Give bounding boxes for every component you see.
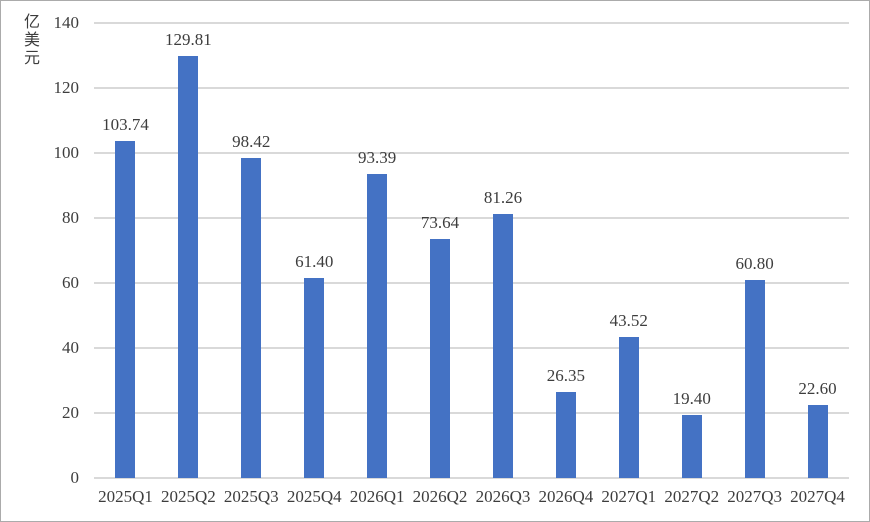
gridline-80 — [94, 217, 849, 219]
x-tick-2027Q2: 2027Q2 — [664, 487, 720, 506]
bar-2026Q2 — [430, 238, 451, 478]
x-tick-2026Q4: 2026Q4 — [538, 487, 594, 506]
y-axis-title: 亿美元 — [23, 14, 40, 67]
value-label-2025Q4: 61.40 — [295, 252, 334, 272]
y-tick-140: 140 — [53, 13, 80, 32]
bar-2026Q3 — [492, 213, 513, 478]
bar-2027Q4 — [807, 404, 828, 478]
gridline-120 — [94, 87, 849, 89]
bar-2026Q4 — [555, 392, 576, 478]
bar-2027Q2 — [681, 414, 702, 478]
y-tick-60: 60 — [62, 273, 79, 292]
y-tick-20: 20 — [62, 403, 79, 422]
x-tick-2026Q1: 2026Q1 — [349, 487, 405, 506]
value-label-2027Q2: 19.40 — [672, 388, 711, 408]
value-label-2027Q1: 43.52 — [609, 310, 648, 330]
x-tick-2027Q1: 2027Q1 — [601, 487, 657, 506]
value-label-2025Q2: 129.81 — [164, 30, 212, 50]
x-tick-2026Q3: 2026Q3 — [475, 487, 531, 506]
value-label-2026Q4: 26.35 — [546, 366, 585, 386]
value-label-2027Q4: 22.60 — [798, 378, 837, 398]
gridline-140 — [94, 22, 849, 24]
bar-2027Q3 — [744, 280, 765, 478]
x-tick-2025Q4: 2025Q4 — [286, 487, 342, 506]
y-tick-100: 100 — [53, 143, 80, 162]
gridline-0 — [94, 477, 849, 479]
value-label-2026Q2: 73.64 — [420, 212, 460, 232]
y-tick-0: 0 — [70, 468, 80, 487]
gridline-20 — [94, 412, 849, 414]
bar-2025Q2 — [178, 56, 199, 478]
value-label-2025Q3: 98.42 — [232, 132, 271, 152]
y-tick-40: 40 — [62, 338, 79, 357]
x-tick-2026Q2: 2026Q2 — [412, 487, 468, 506]
x-tick-2025Q1: 2025Q1 — [98, 487, 153, 506]
gridline-100 — [94, 152, 849, 154]
bar-2026Q1 — [367, 174, 388, 478]
x-tick-2025Q3: 2025Q3 — [223, 487, 279, 506]
value-label-2027Q3: 60.80 — [735, 254, 774, 274]
y-tick-80: 80 — [62, 208, 79, 227]
value-label-2026Q1: 93.39 — [357, 148, 397, 168]
bar-2025Q3 — [241, 158, 262, 478]
x-tick-2027Q3: 2027Q3 — [727, 487, 782, 506]
gridline-40 — [94, 347, 849, 349]
y-tick-120: 120 — [53, 78, 80, 97]
gridline-60 — [94, 282, 849, 284]
bar-2027Q1 — [618, 336, 639, 478]
x-tick-2027Q4: 2027Q4 — [790, 487, 845, 506]
x-tick-2025Q2: 2025Q2 — [160, 487, 216, 506]
bar-2025Q1 — [115, 140, 136, 478]
plot-area: 103.74 129.81 98.42 61.40 93.39 73.64 81.26 26.… — [94, 22, 849, 479]
bar-2025Q4 — [304, 278, 325, 478]
value-label-2026Q3: 81.26 — [483, 187, 523, 207]
value-label-2025Q1: 103.74 — [102, 114, 149, 134]
